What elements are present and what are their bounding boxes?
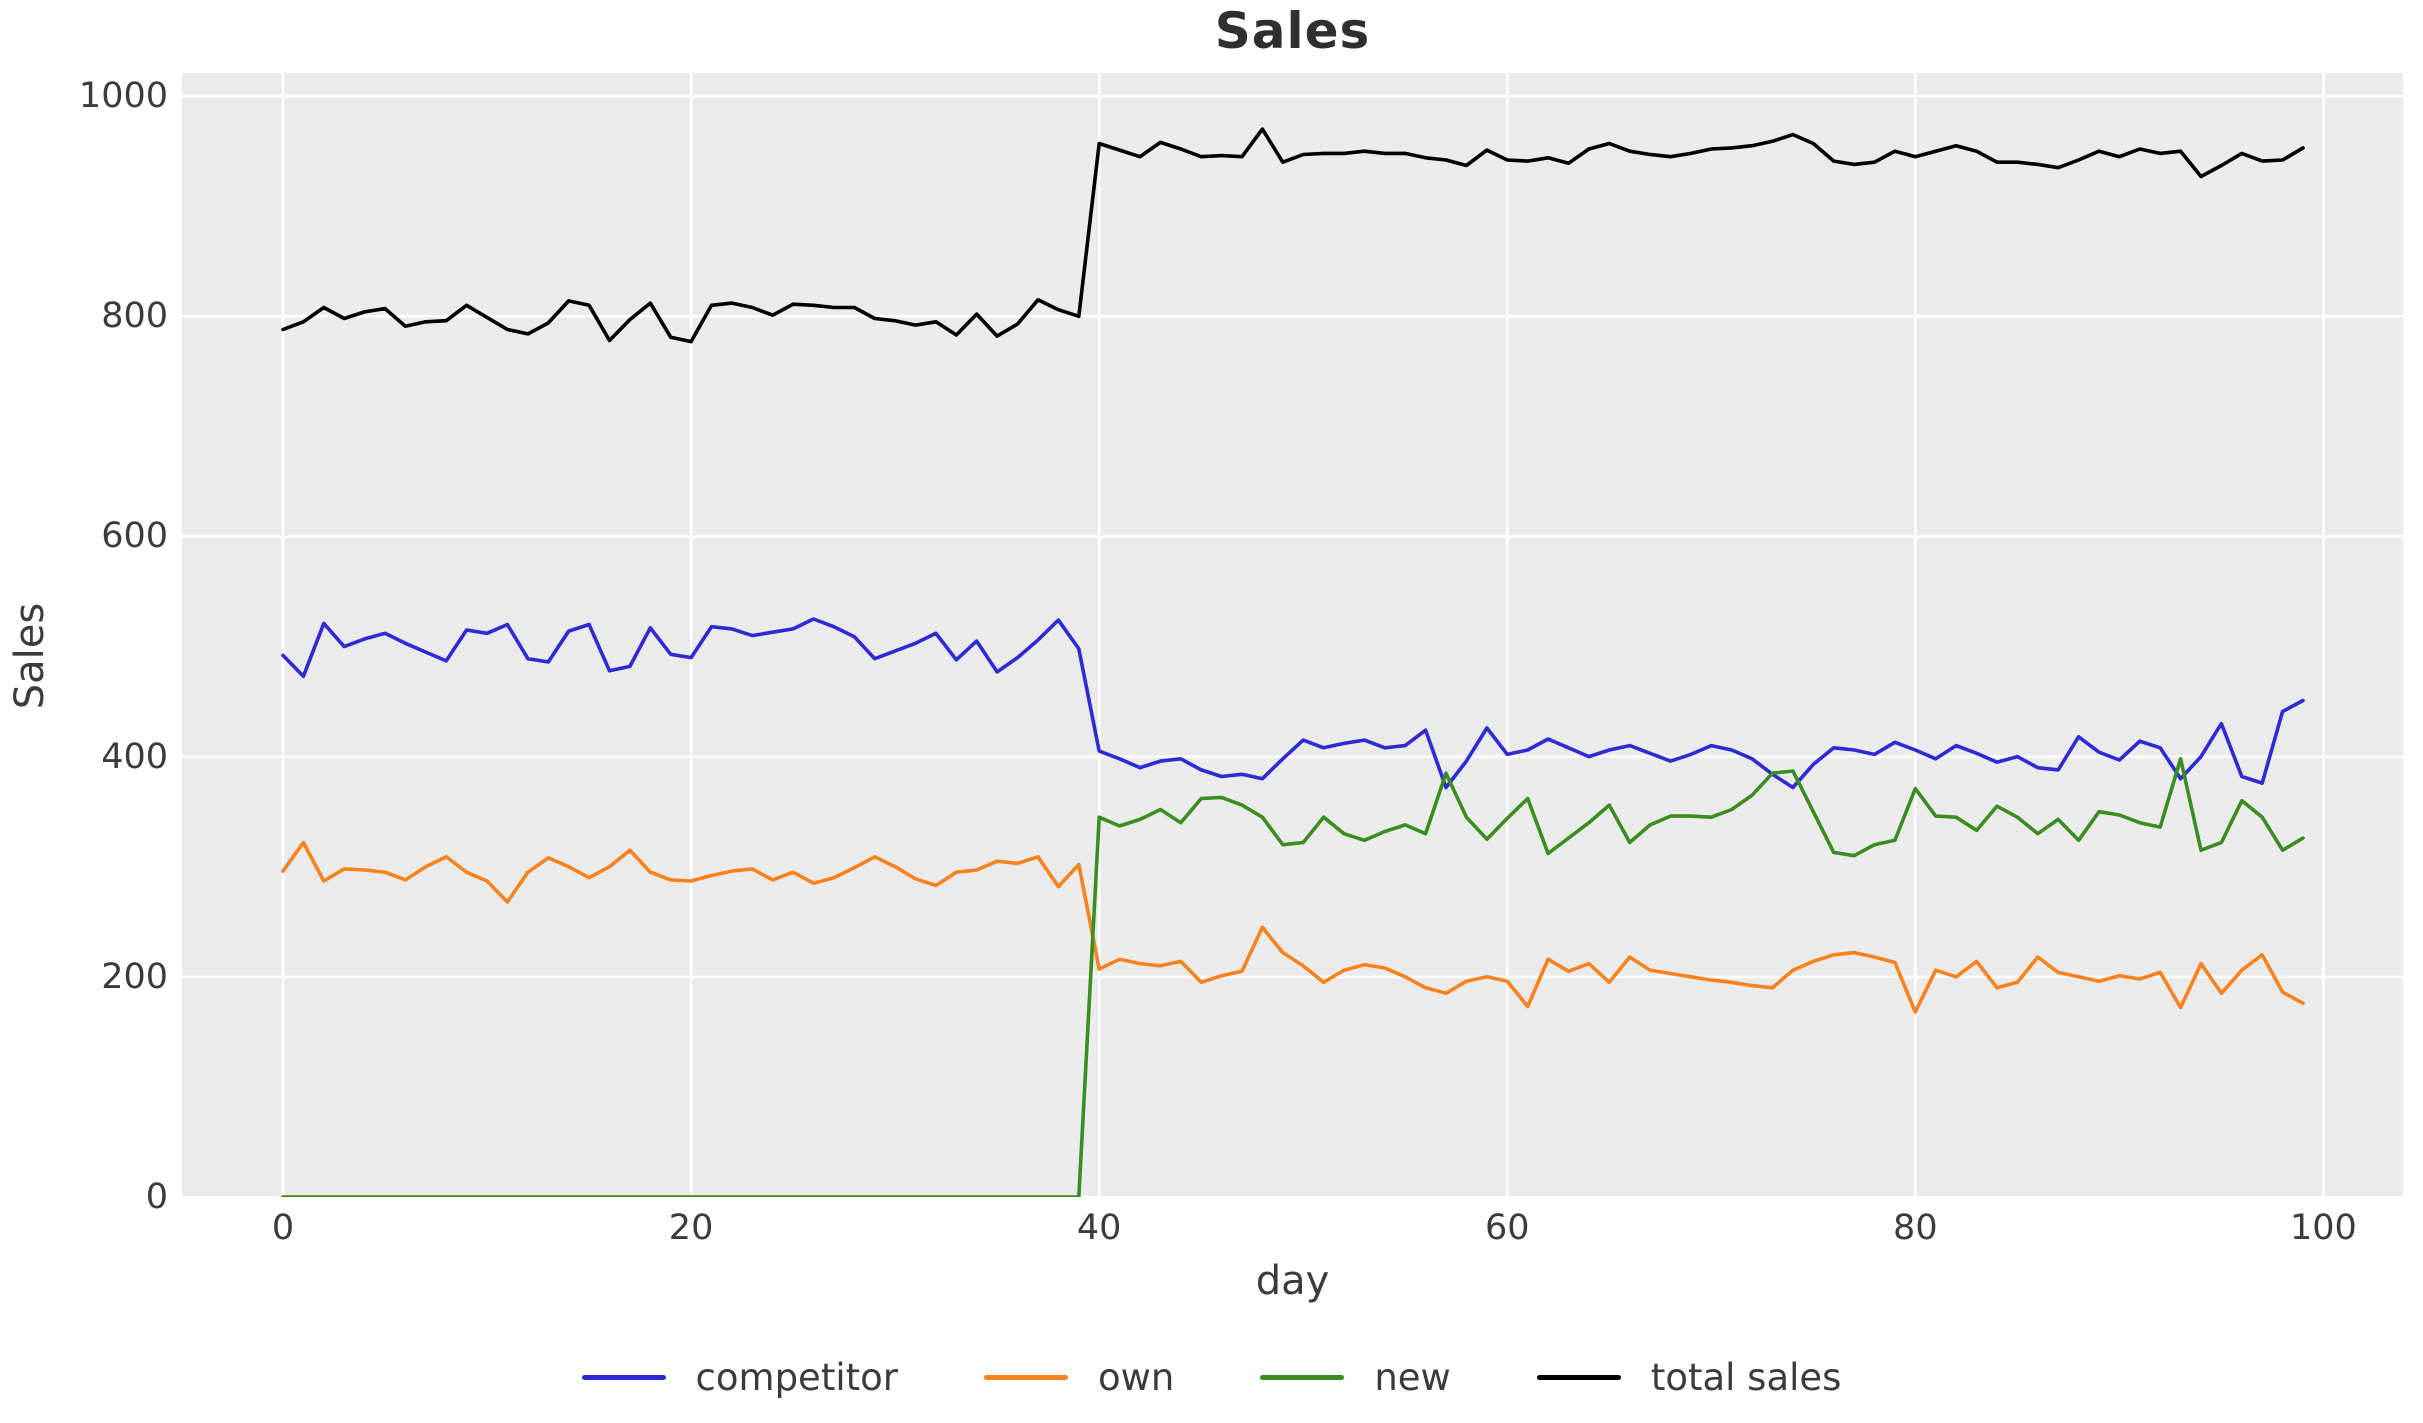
plot-area [182,73,2403,1197]
x-axis-tick-label: 20 [668,1208,714,1248]
legend-item-competitor: competitor [581,1355,898,1399]
x-axis-tick-label: 100 [2290,1208,2357,1248]
legend-item-total-sales: total sales [1536,1355,1842,1399]
y-axis-tick-label: 800 [101,296,168,337]
x-axis-tick-label: 0 [271,1208,295,1248]
chart-title: Sales [1214,2,1371,60]
legend-line-swatch-new [1260,1374,1345,1380]
x-axis-label: day [1255,1258,1330,1304]
legend-label: total sales [1650,1355,1842,1399]
series-line-total-sales [281,127,2305,344]
y-axis-label: Sales [7,602,53,710]
x-axis-tick-label: 60 [1484,1208,1530,1248]
y-axis-tick-label: 200 [101,956,168,997]
series-layer [281,127,2305,1197]
x-axis-tick-label: 80 [1893,1208,1938,1248]
series-line-own [281,840,2305,1014]
legend-label: competitor [695,1355,898,1399]
grid-layer [182,73,2403,1197]
x-axis-tick-label: 40 [1076,1208,1122,1248]
y-axis-tick-label: 400 [101,736,168,777]
legend-line-swatch-own [983,1374,1068,1380]
legend-item-new: new [1260,1355,1451,1399]
legend-label: own [1097,1355,1175,1399]
y-axis-tick-label: 600 [101,516,168,557]
legend: competitor own new total sales [0,1346,2423,1408]
legend-label: new [1374,1355,1451,1399]
series-line-new [281,756,2305,1197]
legend-line-swatch-competitor [581,1374,666,1380]
y-axis-tick-label: 1000 [78,76,168,117]
series-line-competitor [281,617,2305,790]
legend-item-own: own [983,1355,1175,1399]
legend-line-swatch-total-sales [1536,1374,1621,1380]
y-axis-tick-label: 0 [145,1177,168,1217]
plot-canvas [182,73,2403,1197]
